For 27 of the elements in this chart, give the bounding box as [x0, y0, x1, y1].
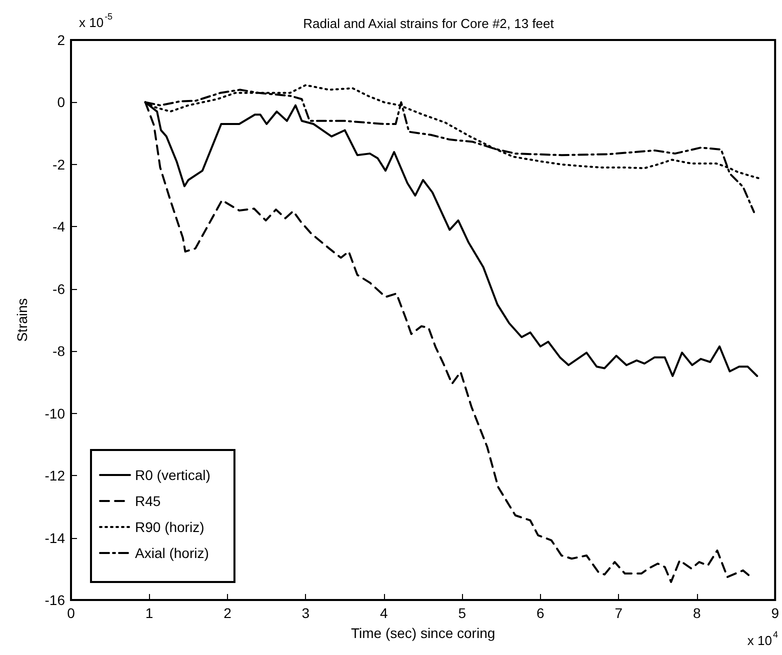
x-tick-label: 3 — [302, 605, 310, 621]
x-tick-label: 7 — [614, 605, 623, 621]
y-tick-label: -2 — [52, 156, 66, 172]
x-tick-label: 6 — [536, 605, 545, 621]
legend-label: R45 — [135, 493, 161, 509]
legend-label: Axial (horiz) — [135, 545, 209, 561]
y-tick-label: -14 — [44, 530, 66, 546]
y-tick-label: 0 — [57, 94, 66, 110]
x-tick-label: 8 — [692, 605, 701, 621]
legend-label: R90 (horiz) — [135, 519, 204, 535]
x-tick-label: 9 — [771, 605, 780, 621]
y-tick-label: 2 — [57, 32, 66, 48]
y-tick-label: -16 — [44, 592, 66, 608]
y-tick-label: -6 — [52, 280, 66, 297]
x-axis-title: Time (sec) since coring — [350, 625, 496, 641]
x-tick-label: 5 — [458, 605, 466, 621]
y-tick-label: -4 — [52, 218, 66, 235]
y-axis-title: Strains — [14, 298, 30, 342]
legend-label: R0 (vertical) — [135, 467, 210, 483]
x-tick-label: 0 — [67, 605, 76, 621]
y-tick-label: -12 — [44, 468, 66, 484]
y-tick-label: -8 — [52, 343, 66, 360]
x-tick-label: 2 — [224, 605, 232, 621]
chart-title: Radial and Axial strains for Core #2, 13 feet — [303, 16, 554, 31]
x-tick-label: 1 — [145, 605, 154, 621]
y-tick-label: -10 — [44, 405, 66, 422]
x-tick-label: 4 — [380, 605, 388, 621]
